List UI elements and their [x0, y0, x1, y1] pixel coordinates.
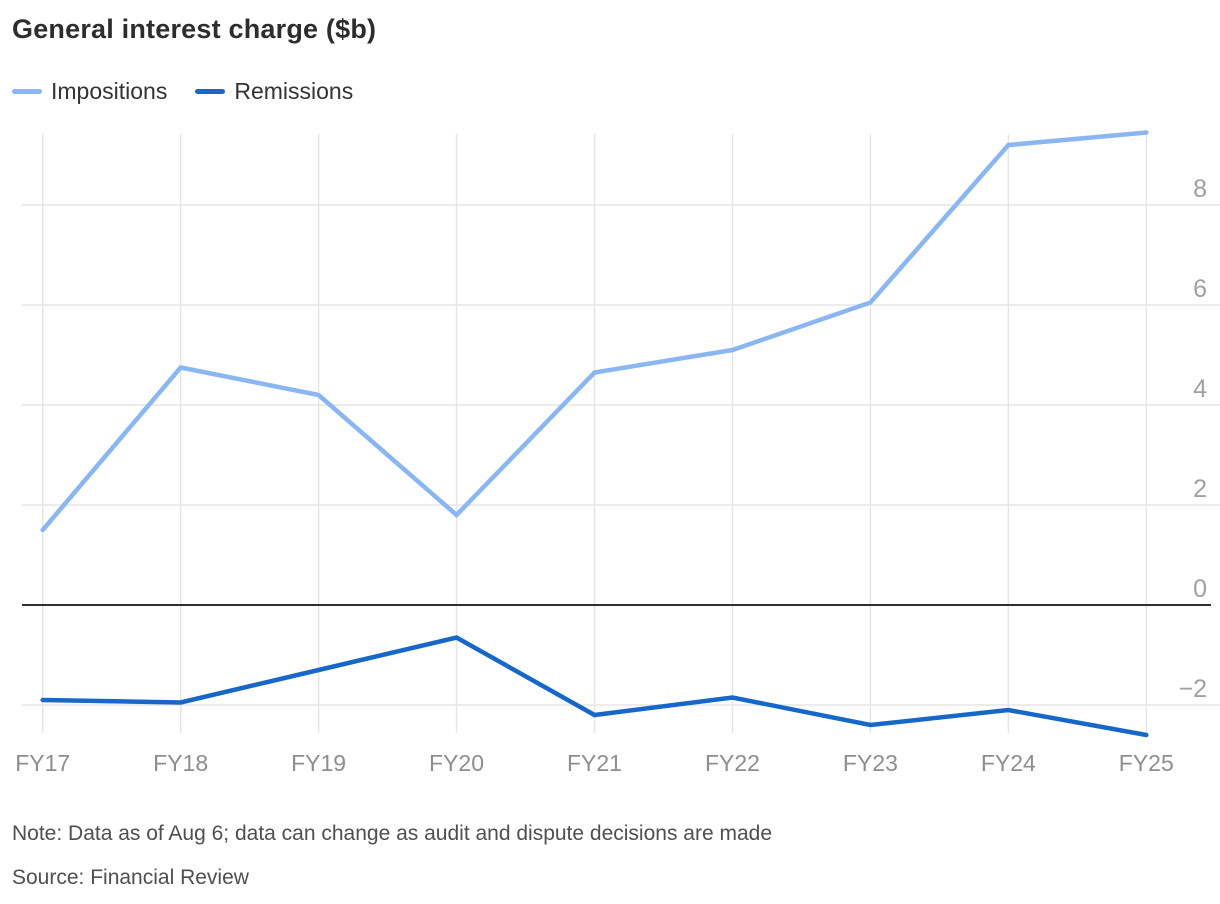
- legend-label-impositions: Impositions: [51, 78, 168, 104]
- x-tick-label: FY20: [429, 750, 484, 776]
- y-tick-label: −2: [1178, 675, 1207, 703]
- series-line-impositions: [40, 130, 1149, 533]
- legend: Impositions Remissions: [12, 78, 353, 105]
- x-tick-label: FY18: [153, 750, 208, 776]
- y-tick-label: 6: [1193, 275, 1207, 303]
- x-tick-label: FY21: [567, 750, 622, 776]
- x-tick-label: FY24: [981, 750, 1036, 776]
- chart-note: Note: Data as of Aug 6; data can change …: [12, 822, 773, 845]
- y-tick-label: 4: [1193, 375, 1207, 403]
- x-tick-label: FY25: [1119, 750, 1174, 776]
- series-line-remissions: [40, 635, 1149, 738]
- y-tick-label: 2: [1193, 475, 1207, 503]
- y-tick-label: 8: [1193, 175, 1207, 203]
- chart-source: Source: Financial Review: [12, 866, 249, 889]
- legend-item-remissions: Remissions: [195, 78, 353, 105]
- remissions-line-swatch-icon: [195, 89, 226, 94]
- x-tick-label: FY19: [291, 750, 346, 776]
- x-tick-label: FY22: [705, 750, 760, 776]
- chart-title: General interest charge ($b): [12, 14, 377, 44]
- x-tick-label: FY23: [843, 750, 898, 776]
- y-tick-label: 0: [1193, 575, 1207, 603]
- legend-label-remissions: Remissions: [234, 78, 354, 104]
- impositions-line-swatch-icon: [12, 89, 42, 94]
- legend-item-impositions: Impositions: [12, 78, 167, 105]
- x-tick-label: FY17: [15, 750, 70, 776]
